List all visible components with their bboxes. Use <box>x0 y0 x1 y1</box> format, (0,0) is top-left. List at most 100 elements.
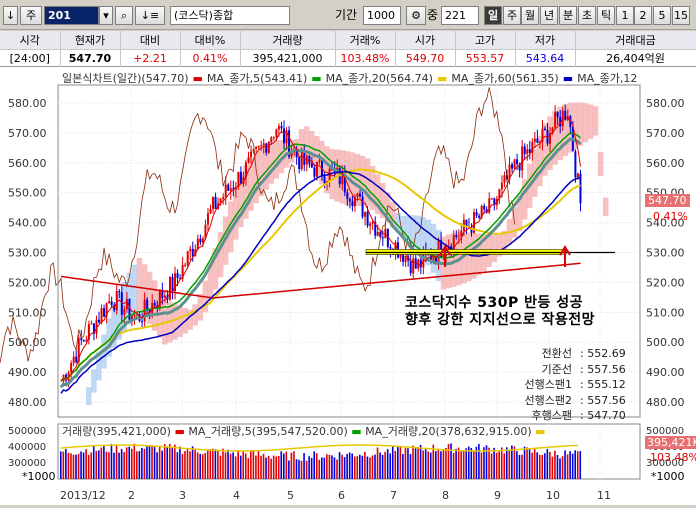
legend-vma5-mark: ▬ <box>174 425 185 438</box>
volume-bar <box>546 448 549 479</box>
y-tick-left: 550.00 <box>8 187 47 200</box>
y-tick-left: 540.00 <box>8 217 47 230</box>
candle-body <box>260 145 263 147</box>
cloud-segment <box>369 165 376 210</box>
candle-body <box>528 149 531 153</box>
cloud-segment <box>577 102 584 146</box>
candle-body <box>148 310 151 313</box>
candle-body <box>130 316 133 320</box>
legend-ma5: ▬ <box>192 72 203 85</box>
arrow-head <box>559 245 571 256</box>
candle-body <box>569 116 572 128</box>
volume-bar <box>95 450 98 479</box>
volume-bar <box>234 456 237 479</box>
code-input[interactable]: 201 <box>44 6 99 25</box>
volume-bar <box>92 445 95 479</box>
cloud-segment <box>207 264 214 302</box>
cloud-segment <box>177 305 183 337</box>
candle-body <box>440 240 443 258</box>
candle-body <box>201 238 204 243</box>
candle-body <box>252 148 255 152</box>
x-tick: 9 <box>494 489 501 502</box>
volume-bar <box>138 451 141 479</box>
volume-bar <box>163 444 166 479</box>
period-input[interactable]: 1000 <box>363 6 401 25</box>
candle-body <box>123 309 126 315</box>
candle-body <box>100 308 103 323</box>
volume-bar <box>194 449 196 479</box>
quote-value: 543.64 <box>515 49 576 67</box>
volume-bar <box>113 452 115 479</box>
candle-body <box>242 177 245 184</box>
sort-icon[interactable]: ↓≡ <box>135 6 165 25</box>
candle-body <box>533 138 536 142</box>
interval-button-5[interactable]: 초 <box>578 6 596 25</box>
volume-bar <box>328 454 331 479</box>
price-chart[interactable]: 580.00 580.00 570.00 570.00 560.00 560.00 550.… <box>0 67 696 505</box>
quote-value: 26,404억원 <box>575 49 696 67</box>
volume-bar <box>353 456 356 479</box>
interval-button-0[interactable]: 일 <box>484 6 502 25</box>
volume-bar <box>574 450 576 479</box>
cloud-segment <box>592 106 599 136</box>
candle-body <box>290 151 293 157</box>
candle-body <box>103 308 106 317</box>
market-select[interactable]: 주 <box>20 6 42 25</box>
x-tick: 4 <box>233 489 240 502</box>
candle-body <box>465 219 468 227</box>
volume-bar <box>288 460 290 479</box>
cloud-segment <box>253 151 259 204</box>
candle-body <box>95 319 98 334</box>
candle-body <box>435 256 438 262</box>
code-dropdown-button[interactable]: ▾ <box>99 6 113 25</box>
chart-area[interactable]: 580.00 580.00 570.00 570.00 560.00 560.00 550.… <box>0 67 696 505</box>
candle-body <box>133 314 136 317</box>
volume-bar <box>176 452 179 479</box>
interval-button-2[interactable]: 월 <box>521 6 539 25</box>
cloud-segment <box>146 271 153 325</box>
volume-bar <box>290 452 293 479</box>
candle-body <box>80 338 83 341</box>
cloud-segment <box>187 309 193 330</box>
interval-button-9[interactable]: 5 <box>653 6 671 25</box>
volume-bar <box>166 447 169 479</box>
candle-body <box>452 235 455 251</box>
volume-bar <box>217 449 219 479</box>
interval-button-1[interactable]: 주 <box>503 6 521 25</box>
cloud-segment <box>562 104 568 157</box>
volume-bar <box>397 445 399 479</box>
quote-header: 거래대금 <box>575 31 696 50</box>
cloud-segment <box>379 182 386 219</box>
candle-body <box>556 112 559 118</box>
volume-bar <box>60 451 62 479</box>
settings-icon[interactable]: ⚙ <box>406 6 426 25</box>
candle-body <box>460 230 463 237</box>
quote-value: 553.57 <box>455 49 516 67</box>
interval-button-6[interactable]: 틱 <box>597 6 615 25</box>
interval-button-10[interactable]: 15 <box>672 6 690 25</box>
y-tick-right: 490.00 <box>646 366 685 379</box>
candle-body <box>313 167 316 177</box>
quote-value: 0.41% <box>180 49 241 67</box>
interval-button-3[interactable]: 년 <box>540 6 558 25</box>
interval-button-4[interactable]: 분 <box>559 6 577 25</box>
y-tick-left: 560.00 <box>8 157 47 170</box>
zoom-input[interactable]: 221 <box>441 6 479 25</box>
interval-button-8[interactable]: 2 <box>634 6 652 25</box>
search-icon[interactable]: ⌕ <box>115 6 133 25</box>
candle-body <box>168 276 171 300</box>
legend-ma5-label: MA_종가,5(543.41) <box>206 72 308 85</box>
candle-body <box>186 251 189 265</box>
candle-body <box>262 143 265 146</box>
volume-bar <box>201 454 204 479</box>
candle-body <box>511 164 514 169</box>
volume-bar <box>381 454 384 479</box>
volume-tag: 395,421K <box>645 436 696 449</box>
volume-bar <box>549 451 551 479</box>
interval-button-7[interactable]: 1 <box>616 6 634 25</box>
volume-bar <box>196 452 199 479</box>
candle-body <box>536 138 539 143</box>
candle-body <box>163 295 166 298</box>
volume-bar <box>72 454 75 479</box>
arrow-down-button[interactable]: ↓ <box>3 6 18 25</box>
